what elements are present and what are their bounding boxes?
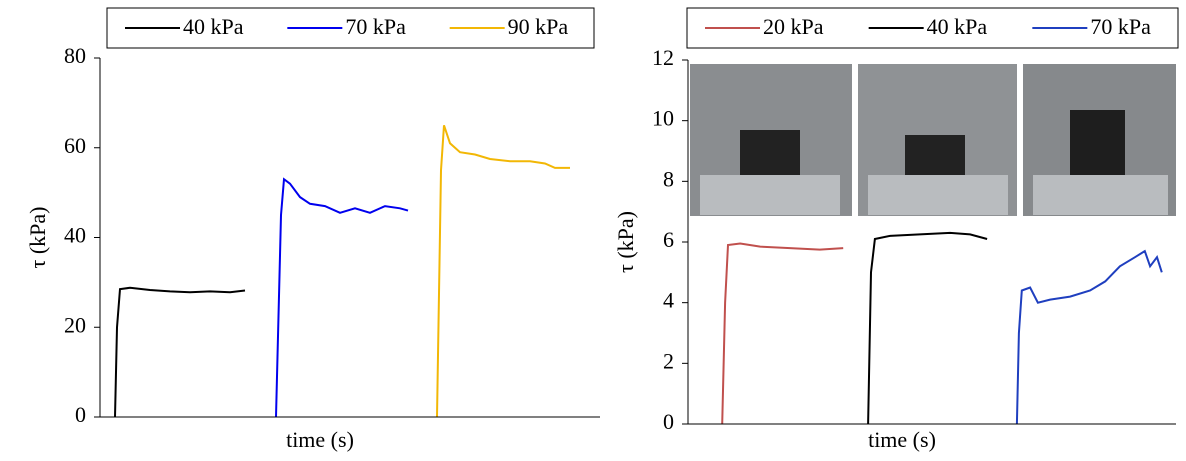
series-line <box>275 177 409 418</box>
legend-label: 90 kPa <box>508 14 569 39</box>
x-axis-label: time (s) <box>286 427 354 452</box>
series-line <box>114 286 246 418</box>
series-line <box>1015 249 1163 425</box>
y-tick-label: 8 <box>663 166 674 191</box>
photo-detail <box>905 135 965 180</box>
photo-detail <box>1070 110 1125 180</box>
y-axis-label: τ (kPa) <box>25 207 50 269</box>
series-line <box>436 124 570 418</box>
legend-label: 70 kPa <box>1090 14 1151 39</box>
photo-detail <box>1033 175 1168 215</box>
photo-detail <box>740 130 800 180</box>
y-axis-label: τ (kPa) <box>613 211 638 273</box>
legend-box <box>686 7 1179 49</box>
legend-label: 20 kPa <box>763 14 824 39</box>
legend-label: 70 kPa <box>345 14 406 39</box>
y-tick-label: 80 <box>64 43 86 68</box>
series-line <box>867 231 988 425</box>
y-tick-label: 10 <box>652 106 674 131</box>
y-tick-label: 40 <box>64 223 86 248</box>
y-tick-label: 0 <box>75 402 86 427</box>
y-tick-label: 6 <box>663 227 674 252</box>
x-axis-label: time (s) <box>868 427 936 452</box>
y-tick-label: 2 <box>663 348 674 373</box>
photo-detail <box>868 175 1008 215</box>
legend-box <box>106 7 595 49</box>
y-tick-label: 12 <box>652 45 674 70</box>
y-tick-label: 60 <box>64 133 86 158</box>
legend-label: 40 kPa <box>927 14 988 39</box>
y-tick-label: 4 <box>663 288 674 313</box>
photo-detail <box>700 175 840 215</box>
photos <box>690 64 1176 216</box>
series-line <box>721 242 844 425</box>
y-tick-label: 0 <box>663 409 674 434</box>
legend-label: 40 kPa <box>183 14 244 39</box>
y-tick-label: 20 <box>64 312 86 337</box>
